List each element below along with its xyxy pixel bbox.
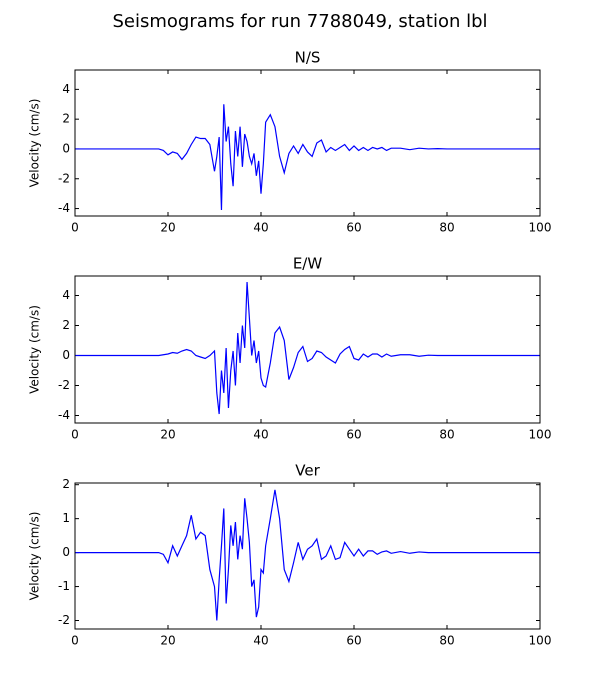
- x-tick-label: 0: [71, 428, 79, 442]
- y-tick-label: 4: [62, 288, 70, 302]
- y-tick-label: 2: [62, 112, 70, 126]
- y-tick-label: -4: [58, 201, 70, 215]
- axes-frame: [74, 69, 541, 217]
- y-tick-label: -2: [58, 378, 70, 392]
- x-tick-label: 80: [439, 634, 454, 648]
- y-tick-label: 0: [62, 141, 70, 155]
- y-tick-label: 2: [62, 477, 70, 491]
- x-tick-label: 20: [160, 428, 175, 442]
- y-tick-label: -4: [58, 408, 70, 422]
- y-axis-label: Velocity (cm/s): [28, 305, 42, 394]
- seismogram-line: [75, 104, 540, 211]
- x-tick-label: 40: [253, 634, 268, 648]
- y-tick-label: -1: [58, 579, 70, 593]
- y-tick-label: 4: [62, 82, 70, 96]
- x-tick-label: 0: [71, 221, 79, 235]
- seismogram-line: [75, 489, 540, 621]
- x-tick-label: 100: [529, 428, 552, 442]
- y-tick-label: 1: [62, 511, 70, 525]
- subplot-title: N/S: [295, 49, 321, 67]
- x-tick-label: 20: [160, 634, 175, 648]
- x-tick-label: 80: [439, 428, 454, 442]
- x-tick-label: 20: [160, 221, 175, 235]
- axes-frame: [74, 275, 541, 424]
- y-tick-label: 2: [62, 318, 70, 332]
- subplot-title: Ver: [295, 462, 320, 480]
- y-tick-label: 0: [62, 545, 70, 559]
- x-tick-label: 60: [346, 221, 361, 235]
- figure-title: Seismograms for run 7788049, station lbl: [112, 11, 487, 32]
- y-tick-label: -2: [58, 171, 70, 185]
- x-tick-label: 100: [529, 634, 552, 648]
- x-tick-label: 80: [439, 221, 454, 235]
- y-axis-label: Velocity (cm/s): [28, 99, 42, 188]
- y-tick-label: -2: [58, 613, 70, 627]
- x-tick-label: 40: [253, 221, 268, 235]
- y-tick-label: 0: [62, 348, 70, 362]
- x-tick-label: 0: [71, 634, 79, 648]
- subplot-title: E/W: [293, 255, 323, 273]
- x-tick-label: 60: [346, 428, 361, 442]
- y-axis-label: Velocity (cm/s): [28, 512, 42, 601]
- seismogram-line: [75, 281, 540, 415]
- axes-frame: [74, 482, 541, 630]
- x-tick-label: 40: [253, 428, 268, 442]
- x-tick-label: 60: [346, 634, 361, 648]
- x-tick-label: 100: [529, 221, 552, 235]
